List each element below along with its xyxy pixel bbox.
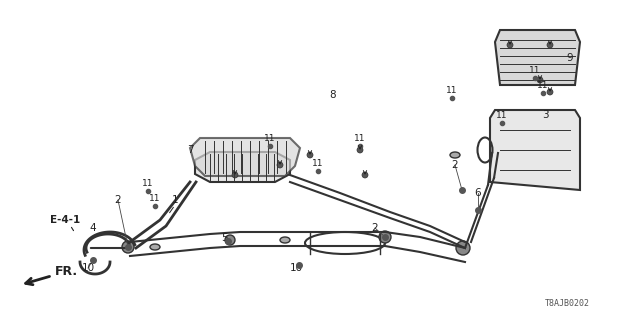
Text: 2: 2 — [115, 195, 122, 205]
Text: FR.: FR. — [26, 265, 78, 285]
Circle shape — [456, 241, 470, 255]
Text: E-4-1: E-4-1 — [50, 215, 80, 225]
Circle shape — [362, 172, 368, 178]
Circle shape — [547, 89, 553, 95]
Text: 11: 11 — [496, 110, 508, 119]
Circle shape — [507, 42, 513, 48]
Text: T8AJB0202: T8AJB0202 — [545, 299, 590, 308]
Text: 5: 5 — [221, 233, 227, 243]
Text: 11: 11 — [537, 81, 548, 90]
Text: 9: 9 — [566, 53, 573, 63]
Circle shape — [357, 147, 363, 153]
Polygon shape — [190, 138, 300, 176]
Circle shape — [379, 231, 391, 243]
Text: 11: 11 — [446, 85, 458, 94]
Text: 7: 7 — [187, 145, 193, 155]
Circle shape — [547, 42, 553, 48]
Polygon shape — [195, 152, 290, 182]
Text: 2: 2 — [372, 223, 378, 233]
Text: 10: 10 — [81, 263, 95, 273]
Ellipse shape — [280, 237, 290, 243]
Text: 1: 1 — [172, 195, 179, 205]
Circle shape — [225, 235, 235, 245]
Circle shape — [277, 162, 283, 168]
Text: 11: 11 — [355, 133, 365, 142]
Circle shape — [232, 172, 238, 178]
Text: 2: 2 — [452, 160, 458, 170]
Text: 6: 6 — [475, 188, 481, 198]
Text: 11: 11 — [264, 133, 276, 142]
Text: 11: 11 — [149, 194, 161, 203]
Circle shape — [122, 241, 134, 253]
Circle shape — [537, 77, 543, 83]
Text: 11: 11 — [142, 179, 154, 188]
Text: 3: 3 — [541, 110, 548, 120]
Text: 4: 4 — [90, 223, 96, 233]
Polygon shape — [495, 30, 580, 85]
Polygon shape — [490, 110, 580, 190]
Text: 8: 8 — [330, 90, 336, 100]
Text: 11: 11 — [312, 158, 324, 167]
Text: 11: 11 — [529, 66, 541, 75]
Circle shape — [307, 152, 313, 158]
Text: 10: 10 — [289, 263, 303, 273]
Ellipse shape — [450, 152, 460, 158]
Ellipse shape — [150, 244, 160, 250]
